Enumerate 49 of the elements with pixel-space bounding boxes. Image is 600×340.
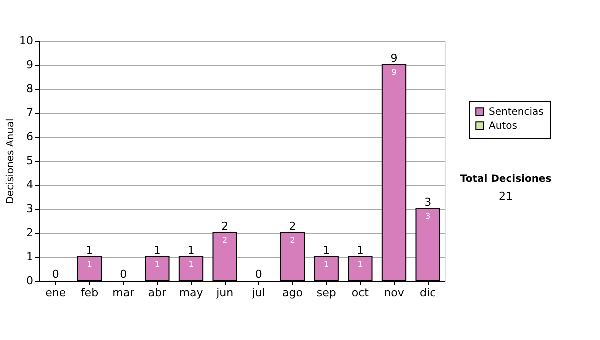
legend-label: Autos xyxy=(489,121,518,132)
y-tick-label: 3 xyxy=(26,202,34,216)
data-label: 1 xyxy=(324,260,330,269)
y-tick-label: 7 xyxy=(26,106,34,120)
total-label: 0 xyxy=(52,268,60,281)
x-tick-label: ago xyxy=(282,286,304,300)
x-tick-label: jul xyxy=(251,286,266,300)
x-tick-label: jun xyxy=(216,286,234,300)
total-label: 1 xyxy=(323,244,330,257)
y-tick-label: 8 xyxy=(26,82,34,96)
total-label: 3 xyxy=(424,196,432,209)
data-label: 1 xyxy=(358,260,363,269)
data-label: 1 xyxy=(154,260,160,269)
x-tick-label: dic xyxy=(420,286,436,300)
total-label: 1 xyxy=(154,244,161,257)
total-label: 0 xyxy=(255,268,262,281)
x-tick-label: ene xyxy=(46,286,66,300)
data-label: 3 xyxy=(426,212,431,221)
y-tick-label: 6 xyxy=(26,130,34,144)
x-tick-label: may xyxy=(179,286,204,300)
legend-label: Sentencias xyxy=(489,107,544,118)
x-tick-label: feb xyxy=(80,286,99,300)
data-label: 1 xyxy=(188,260,194,269)
total-label: 1 xyxy=(356,244,364,257)
text: 21 xyxy=(499,190,513,203)
total-label: 0 xyxy=(120,268,128,281)
total-label: 1 xyxy=(86,244,94,257)
total-label: 2 xyxy=(222,220,229,233)
x-tick-label: abr xyxy=(148,286,168,300)
total-label: 2 xyxy=(289,220,296,233)
y-tick-label: 9 xyxy=(26,58,34,72)
y-tick-label: 2 xyxy=(26,226,34,240)
text: Total Decisiones xyxy=(460,174,552,185)
data-label: 9 xyxy=(392,68,397,77)
x-tick-label: nov xyxy=(384,286,405,300)
data-label: 2 xyxy=(222,236,228,245)
y-tick-label: 4 xyxy=(26,178,34,192)
y-tick-label: 10 xyxy=(20,34,34,48)
data-label: 2 xyxy=(290,236,296,245)
total-label: 1 xyxy=(188,244,195,257)
total-label: 9 xyxy=(390,52,398,65)
x-tick-label: sep xyxy=(316,286,336,300)
y-tick-label: 0 xyxy=(26,274,34,288)
y-tick-label: 5 xyxy=(26,154,34,168)
x-tick-label: mar xyxy=(112,286,136,300)
data-label: 1 xyxy=(87,260,92,269)
y-tick-label: 1 xyxy=(26,250,34,264)
y-axis-title: Decisiones Anual xyxy=(6,118,17,204)
x-tick-label: oct xyxy=(352,286,370,300)
